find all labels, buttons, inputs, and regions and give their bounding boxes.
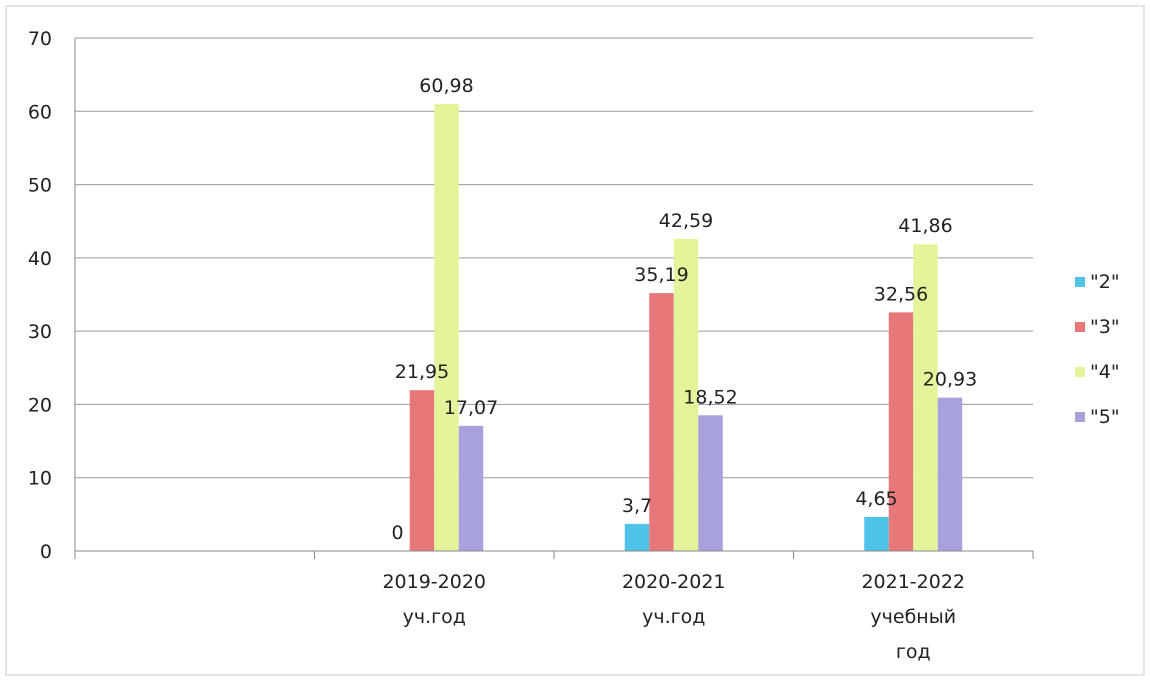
bar <box>673 238 699 551</box>
value-labels: 0 21,95 60,98 17,07 3,7 35,19 42,59 18,52 4,65 32… <box>391 75 977 544</box>
y-axis: 0 10 20 30 40 50 60 70 <box>28 28 76 563</box>
x-tick-label: уч.год <box>642 606 705 628</box>
bar <box>698 415 723 551</box>
y-tick-label: 0 <box>40 541 52 563</box>
bar <box>409 390 435 551</box>
y-tick-label: 60 <box>28 101 52 123</box>
y-tick-label: 30 <box>28 321 52 343</box>
bars <box>409 104 963 552</box>
data-label: 20,93 <box>923 369 977 391</box>
bar <box>888 312 914 551</box>
data-label: 18,52 <box>683 386 737 408</box>
y-tick-label: 20 <box>28 394 52 416</box>
bar <box>434 104 459 552</box>
legend-label: "5" <box>1090 406 1120 428</box>
bar <box>458 425 484 551</box>
y-tick-label: 50 <box>28 175 52 197</box>
x-tick-label: 2019-2020 <box>382 571 486 593</box>
legend-swatch <box>1075 367 1085 377</box>
bar <box>624 523 650 551</box>
y-tick-label: 10 <box>28 468 52 490</box>
data-label: 4,65 <box>855 488 897 510</box>
legend-label: "3" <box>1090 316 1120 338</box>
x-axis: 2019-2020 уч.год 2020-2021 уч.год 2021-2022 у… <box>74 550 1034 663</box>
bar <box>913 244 938 551</box>
data-label: 3,7 <box>622 495 652 517</box>
data-label: 17,07 <box>444 397 498 419</box>
data-label: 41,86 <box>898 215 952 237</box>
legend-swatch <box>1075 412 1085 422</box>
y-tick-label: 70 <box>28 28 52 50</box>
legend-label: "2" <box>1090 271 1120 293</box>
legend: "2" "3" "4" "5" <box>1075 271 1120 428</box>
bar <box>649 293 674 551</box>
legend-label: "4" <box>1090 361 1120 383</box>
legend-swatch <box>1075 277 1085 287</box>
data-label: 0 <box>391 522 403 544</box>
data-label: 32,56 <box>874 283 928 305</box>
data-label: 21,95 <box>395 361 449 383</box>
x-tick-label: 2020-2021 <box>622 571 726 593</box>
x-tick-label: 2021-2022 <box>861 571 965 593</box>
chart-frame <box>5 5 1145 676</box>
bar <box>937 397 963 551</box>
data-label: 60,98 <box>419 75 473 97</box>
bar <box>864 516 889 551</box>
x-tick-label: уч.год <box>403 606 466 628</box>
data-label: 35,19 <box>634 264 688 286</box>
legend-swatch <box>1075 322 1085 332</box>
x-tick-label: учебный <box>870 606 956 628</box>
gridlines <box>75 37 1033 479</box>
y-tick-label: 40 <box>28 248 52 270</box>
x-tick-label: год <box>896 641 931 663</box>
data-label: 42,59 <box>659 210 713 232</box>
